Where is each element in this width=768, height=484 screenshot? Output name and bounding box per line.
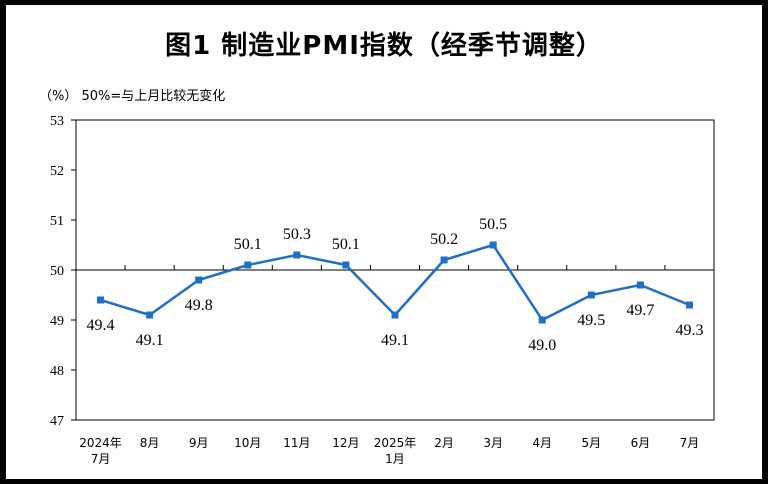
data-point <box>636 281 644 289</box>
data-point <box>587 291 595 299</box>
y-tick-label: 48 <box>50 364 64 379</box>
x-tick-label: 2月 <box>434 436 454 450</box>
data-label: 49.1 <box>381 332 409 349</box>
data-label: 50.1 <box>234 236 262 253</box>
data-point <box>440 256 448 264</box>
x-tick-label: 5月 <box>581 436 601 450</box>
x-tick-label: 1月 <box>385 452 405 466</box>
data-point <box>244 261 252 269</box>
x-tick-label: 6月 <box>631 436 651 450</box>
y-tick-label: 52 <box>50 164 64 179</box>
data-label: 50.3 <box>283 226 311 243</box>
data-point <box>146 311 154 319</box>
data-label: 49.5 <box>577 312 605 329</box>
x-tick-label: 8月 <box>140 436 160 450</box>
x-tick-label: 7月 <box>91 452 111 466</box>
x-tick-label: 10月 <box>234 436 261 450</box>
data-point <box>293 251 301 259</box>
data-label: 49.8 <box>185 297 213 314</box>
unit-note: （%） 50%=与上月比较无变化 <box>39 89 226 104</box>
data-label: 49.3 <box>675 322 703 339</box>
data-label: 50.2 <box>430 231 458 248</box>
data-label: 49.1 <box>136 332 164 349</box>
y-tick-label: 47 <box>50 414 64 429</box>
x-tick-label: 9月 <box>189 436 209 450</box>
x-tick-label: 2024年 <box>79 436 122 450</box>
data-point <box>342 261 350 269</box>
data-point <box>97 296 105 304</box>
y-tick-label: 53 <box>50 114 64 129</box>
data-label: 49.0 <box>528 337 556 354</box>
x-tick-label: 4月 <box>532 436 552 450</box>
data-point <box>195 276 203 284</box>
x-tick-label: 3月 <box>483 436 503 450</box>
data-point <box>538 316 546 324</box>
data-point <box>685 301 693 309</box>
x-tick-label: 12月 <box>332 436 359 450</box>
x-tick-label: 2025年 <box>374 436 417 450</box>
chart-panel: 图1 制造业PMI指数（经季节调整） （%） 50%=与上月比较无变化 <box>6 5 762 479</box>
data-label: 49.4 <box>87 317 115 334</box>
x-tick-label: 11月 <box>283 436 310 450</box>
data-label: 49.7 <box>626 302 654 319</box>
chart-title: 图1 制造业PMI指数（经季节调整） <box>165 31 603 61</box>
data-point <box>391 311 399 319</box>
x-tick-label: 7月 <box>680 436 700 450</box>
y-tick-label: 51 <box>50 214 64 229</box>
data-label: 50.1 <box>332 236 360 253</box>
data-label: 50.5 <box>479 216 507 233</box>
y-tick-label: 49 <box>50 314 64 329</box>
data-point <box>489 241 497 249</box>
y-tick-label: 50 <box>50 264 64 279</box>
